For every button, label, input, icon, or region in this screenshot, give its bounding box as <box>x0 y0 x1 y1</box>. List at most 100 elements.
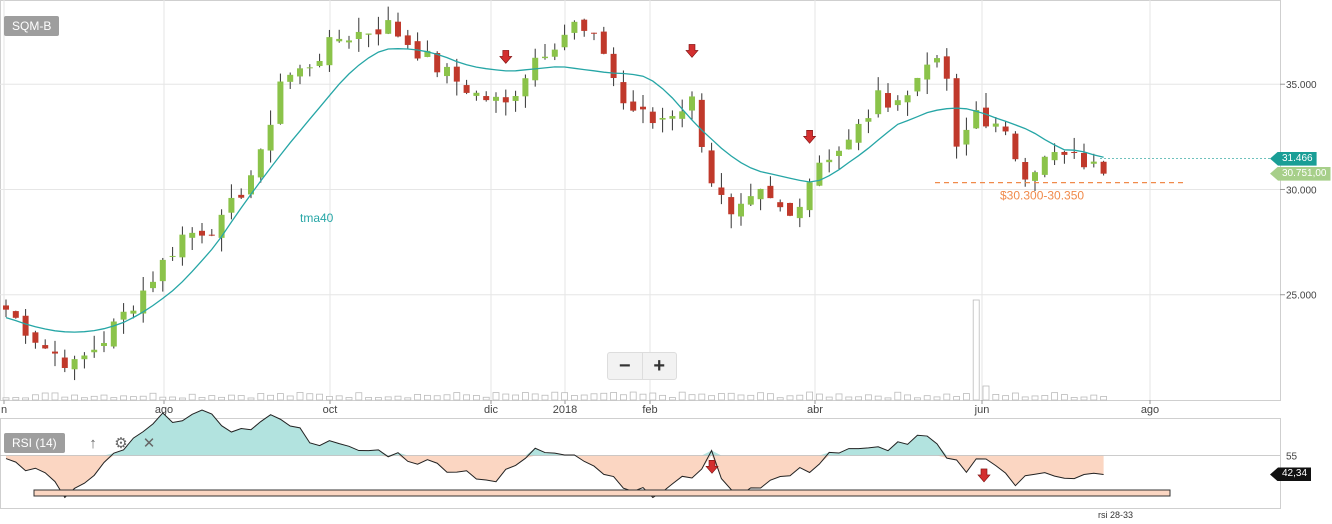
candle-body <box>747 196 754 205</box>
volume-bar <box>669 397 676 401</box>
volume-bar <box>81 397 88 401</box>
candle-body <box>649 111 656 124</box>
candle-body <box>101 343 107 347</box>
volume-bar <box>698 393 706 401</box>
volume-bar <box>218 396 226 401</box>
volume-bar <box>914 397 921 401</box>
move-up-icon[interactable]: ↑ <box>89 434 97 452</box>
zoom-out-button[interactable]: − <box>608 353 643 379</box>
rsi-fill-above <box>6 409 1104 456</box>
volume-bar <box>845 396 853 401</box>
volume-bar <box>531 393 539 401</box>
candle-body <box>42 345 49 349</box>
rsi-band-label: rsi 28-33 <box>1098 510 1133 520</box>
candle-body <box>1012 133 1019 160</box>
candle-body <box>493 96 499 101</box>
candle-body <box>875 90 882 115</box>
volume-bar <box>433 395 441 401</box>
rsi-level-label: 55 <box>1286 452 1298 463</box>
candle-body <box>150 281 156 289</box>
volume-bar <box>208 395 216 401</box>
candle-body <box>796 206 803 219</box>
volume-bar <box>865 394 872 401</box>
volume-bar <box>325 395 333 401</box>
signal-arrow <box>802 129 817 144</box>
volume-bar <box>943 393 951 401</box>
volume-bar <box>796 394 804 401</box>
candle-body <box>767 185 774 199</box>
candle-body <box>355 31 362 39</box>
volume-bar <box>923 395 931 401</box>
volume-bar <box>198 397 206 401</box>
x-tick-label: ago <box>1141 404 1159 416</box>
candle-body <box>12 311 19 318</box>
volume-bar <box>806 391 813 401</box>
volume-bar <box>51 392 59 401</box>
volume-bar <box>551 391 559 401</box>
moving-average-line <box>5 48 1104 333</box>
candle-body <box>816 162 823 186</box>
candle-body <box>983 107 989 127</box>
volume-bar <box>561 392 568 401</box>
candle-body <box>669 116 676 119</box>
volume-bar <box>472 395 480 401</box>
volume-bar <box>629 391 637 401</box>
candle-body <box>865 118 872 122</box>
volume-bar <box>394 395 402 401</box>
candle-body <box>581 19 588 31</box>
volume-bar <box>835 393 843 401</box>
candle-body <box>522 78 529 97</box>
candle-body <box>267 124 274 151</box>
volume-bar <box>178 397 186 401</box>
x-tick-label: ago <box>155 404 173 416</box>
volume-bar <box>129 396 137 401</box>
candle-body <box>1041 156 1048 175</box>
rsi-line <box>5 409 1104 499</box>
candle-body <box>22 315 29 336</box>
candle-body <box>943 56 950 79</box>
candle-body <box>1100 161 1107 174</box>
candle-body <box>1061 151 1068 155</box>
candle-body <box>385 20 392 34</box>
candle-body <box>444 66 450 77</box>
volume-bar <box>874 395 882 401</box>
candle-body <box>640 106 646 110</box>
volume-bar <box>1002 395 1009 401</box>
volume-bar <box>1061 394 1068 401</box>
candle-body <box>306 67 313 69</box>
volume-bar <box>316 393 324 401</box>
volume-bar <box>953 396 960 401</box>
volume-bar <box>727 392 735 401</box>
candle-body <box>453 66 460 82</box>
zoom-in-button[interactable]: + <box>653 355 666 377</box>
candle-body <box>787 202 793 216</box>
candle-body <box>316 60 323 66</box>
candle-body <box>777 202 784 208</box>
candle-body <box>659 117 666 120</box>
candle-body <box>620 82 627 104</box>
ticker-badge: SQM-B <box>4 16 60 36</box>
volume-bar <box>414 393 422 401</box>
volume-bar <box>463 394 471 401</box>
volume-bar <box>22 397 30 401</box>
gear-icon[interactable]: ⚙ <box>114 435 128 452</box>
rsi-band <box>33 489 1171 497</box>
candle-body <box>806 182 813 211</box>
volume-bar <box>678 391 686 401</box>
volume-bar <box>453 392 461 401</box>
candle-body <box>973 110 980 129</box>
y-tick-label: 35.000 <box>1286 80 1317 91</box>
x-tick-label: dic <box>484 404 499 416</box>
volume-bar <box>776 397 784 401</box>
moving-average-label: tma40 <box>300 211 334 225</box>
candle-body <box>855 123 862 143</box>
volume-bar <box>443 394 451 401</box>
volume-bar <box>580 394 588 401</box>
close-icon[interactable]: ✕ <box>142 435 156 452</box>
candle-body <box>992 123 999 127</box>
rsi-signal-arrow <box>705 459 719 474</box>
volume-bar <box>41 392 49 401</box>
candle-body <box>836 150 842 156</box>
volume-bar <box>1080 396 1088 401</box>
